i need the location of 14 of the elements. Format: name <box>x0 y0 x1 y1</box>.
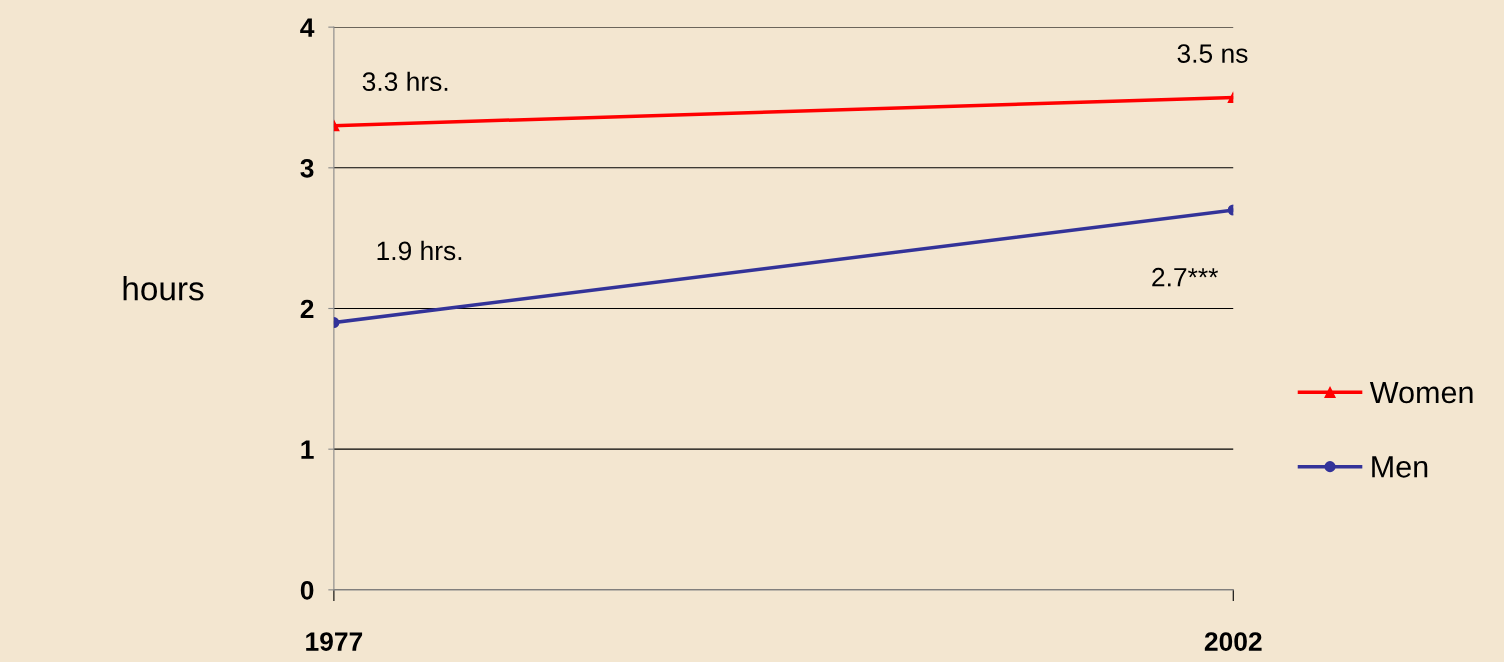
x-tick-label: 1977 <box>306 632 363 651</box>
data-label: 2.7*** <box>1152 267 1218 287</box>
y-tick-label: 4 <box>300 18 315 37</box>
y-axis-title: hours <box>123 276 204 301</box>
y-tick-label: 2 <box>300 299 314 319</box>
data-label: 3.3 hrs. <box>362 71 448 92</box>
y-tick-label: 3 <box>300 158 314 178</box>
legend-label: Women <box>1369 382 1473 404</box>
y-tick-label: 0 <box>300 580 314 600</box>
legend-label: Men <box>1372 456 1428 478</box>
y-tick-label: 1 <box>301 440 314 459</box>
data-label: 1.9 hrs. <box>377 240 462 261</box>
data-label: 3.5 ns <box>1177 44 1248 63</box>
x-tick-label: 2002 <box>1204 632 1262 651</box>
